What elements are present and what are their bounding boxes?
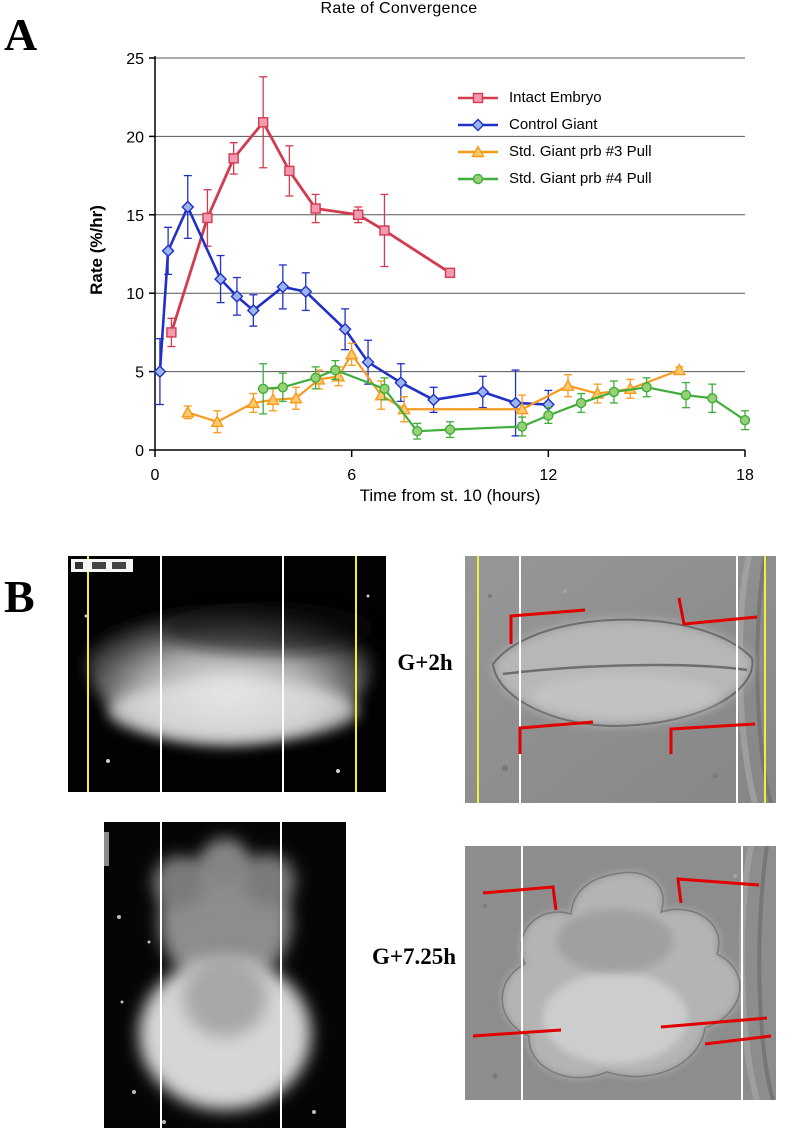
x-axis-label: Time from st. 10 (hours): [359, 486, 541, 505]
white-measure-lines: [160, 822, 282, 1128]
svg-text:10: 10: [126, 286, 144, 303]
legend-entry: Control Giant: [456, 111, 652, 138]
legend-label: Std. Giant prb #3 Pull: [509, 143, 652, 160]
yellow-measure-lines: [87, 556, 357, 792]
legend-entry: Std. Giant prb #4 Pull: [456, 165, 652, 192]
debris-specks: [483, 874, 737, 1079]
svg-text:15: 15: [126, 208, 144, 225]
embryo-body: [491, 618, 754, 728]
legend-label: Std. Giant prb #4 Pull: [509, 170, 652, 187]
chart-legend: Intact Embryo Control Giant Std. Giant prb…: [456, 84, 652, 192]
legend-swatch-triangle-icon: [458, 144, 498, 157]
svg-text:18: 18: [736, 467, 754, 484]
timecode-overlay: [71, 559, 133, 572]
stage-label-g725h: G+7.25h: [371, 944, 457, 969]
y-axis-label: Rate (%/hr): [87, 205, 106, 295]
svg-text:5: 5: [135, 365, 144, 382]
embryo-body: [86, 602, 373, 746]
micrograph-fluorescent-g2h: [68, 556, 386, 792]
embryo-body: [139, 838, 311, 1110]
micrograph-dic-g725h: [465, 846, 776, 1100]
stage-label-g2h: G+2h: [397, 650, 453, 675]
legend-label: Control Giant: [509, 116, 598, 133]
legend-swatch-diamond-icon: [458, 118, 498, 131]
micrograph-dic-g2h: [465, 556, 776, 803]
white-measure-lines: [160, 556, 284, 792]
svg-text:20: 20: [126, 129, 144, 146]
legend-label: Intact Embryo: [509, 89, 602, 106]
svg-text:0: 0: [135, 443, 144, 460]
yellow-measure-lines: [477, 556, 766, 803]
timecode-overlay: [104, 832, 109, 866]
panel-b-label: B: [4, 571, 35, 622]
svg-text:0: 0: [151, 467, 160, 484]
legend-swatch-square-icon: [458, 92, 498, 103]
svg-text:25: 25: [126, 51, 144, 68]
legend-entry: Intact Embryo: [456, 84, 652, 111]
svg-text:12: 12: [539, 467, 557, 484]
micrograph-fluorescent-g725h: [104, 822, 346, 1128]
red-landmark-lines: [472, 877, 772, 1046]
red-landmark-lines: [509, 597, 758, 754]
debris-specks: [488, 589, 718, 779]
rate-of-convergence-chart: 0 5 10 15 20 25 0 6 12 18: [126, 51, 754, 484]
debris-specks: [84, 594, 370, 773]
chart-title: Rate of Convergence: [320, 0, 478, 17]
svg-text:6: 6: [347, 467, 356, 484]
debris-specks: [117, 915, 316, 1124]
legend-swatch-circle-icon: [458, 173, 498, 184]
panel-a-label: A: [4, 9, 38, 60]
legend-entry: Std. Giant prb #3 Pull: [456, 138, 652, 165]
white-measure-lines: [519, 556, 738, 803]
